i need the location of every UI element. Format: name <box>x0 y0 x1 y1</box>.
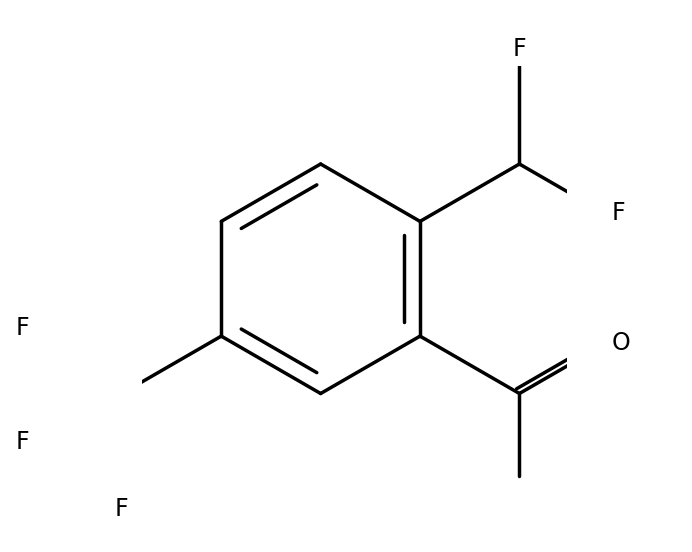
Text: F: F <box>612 201 625 225</box>
Text: F: F <box>16 431 30 454</box>
Text: F: F <box>115 497 129 522</box>
Text: F: F <box>16 316 30 341</box>
Text: F: F <box>513 38 526 61</box>
Text: O: O <box>612 331 630 354</box>
